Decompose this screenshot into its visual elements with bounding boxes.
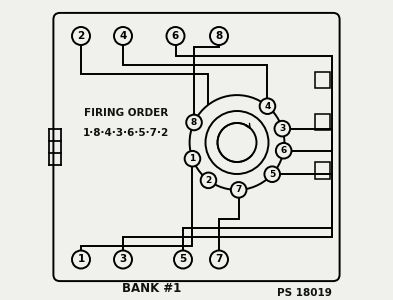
Circle shape xyxy=(260,98,275,114)
Circle shape xyxy=(275,121,290,136)
Circle shape xyxy=(72,27,90,45)
Text: 6: 6 xyxy=(281,146,287,155)
Circle shape xyxy=(217,123,257,162)
Circle shape xyxy=(201,172,216,188)
Text: 1: 1 xyxy=(189,154,196,163)
Text: 6: 6 xyxy=(172,31,179,41)
Circle shape xyxy=(114,250,132,268)
Text: 4: 4 xyxy=(264,102,271,111)
Circle shape xyxy=(276,143,292,158)
Text: 1: 1 xyxy=(77,254,84,265)
Bar xyxy=(315,114,330,130)
Circle shape xyxy=(264,167,280,182)
Text: PS 18019: PS 18019 xyxy=(277,288,332,298)
Text: 3: 3 xyxy=(119,254,127,265)
Circle shape xyxy=(167,27,184,45)
Circle shape xyxy=(231,182,246,198)
Circle shape xyxy=(185,151,200,167)
Text: 2: 2 xyxy=(206,176,211,185)
Circle shape xyxy=(114,27,132,45)
Bar xyxy=(315,162,330,178)
Bar xyxy=(315,72,330,88)
Text: 8: 8 xyxy=(215,31,222,41)
Text: 7: 7 xyxy=(235,185,242,194)
Circle shape xyxy=(174,250,192,268)
Circle shape xyxy=(210,27,228,45)
Circle shape xyxy=(189,95,285,190)
Text: 5: 5 xyxy=(269,170,275,179)
Text: 5: 5 xyxy=(179,254,187,265)
Text: 3: 3 xyxy=(279,124,285,133)
Text: 1·8·4·3·6·5·7·2: 1·8·4·3·6·5·7·2 xyxy=(83,128,169,139)
Circle shape xyxy=(210,250,228,268)
Circle shape xyxy=(186,115,202,130)
Text: 4: 4 xyxy=(119,31,127,41)
Text: 7: 7 xyxy=(215,254,223,265)
Text: 2: 2 xyxy=(77,31,84,41)
Circle shape xyxy=(72,250,90,268)
Text: BANK #1: BANK #1 xyxy=(122,281,181,295)
Text: 8: 8 xyxy=(191,118,197,127)
Text: FIRING ORDER: FIRING ORDER xyxy=(84,107,168,118)
